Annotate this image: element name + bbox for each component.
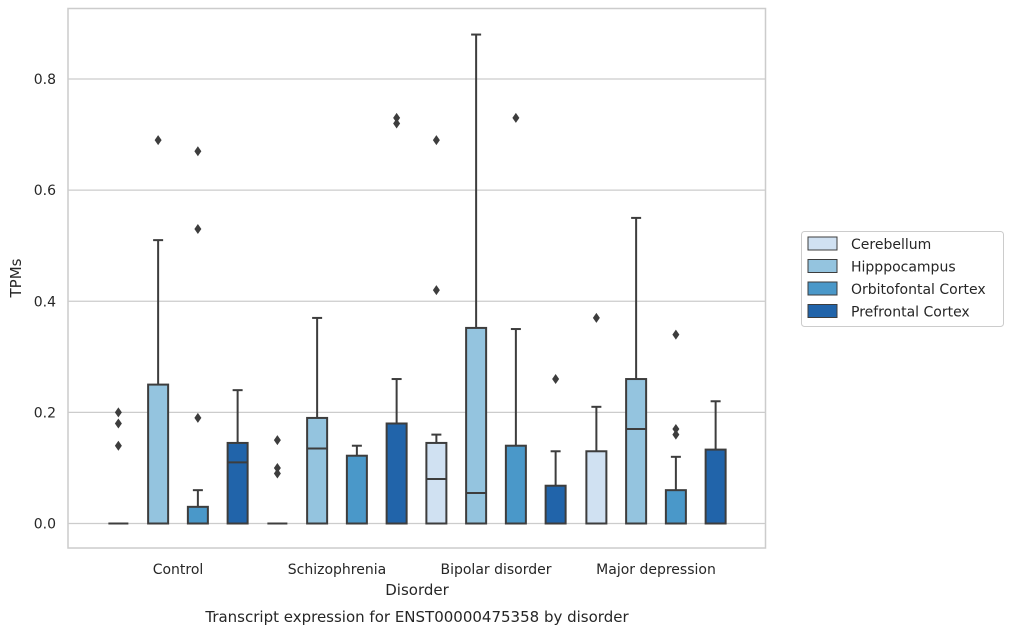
chart-caption: Transcript expression for ENST0000047535…: [204, 608, 629, 626]
box-body: [586, 451, 606, 523]
grid-lines: [68, 79, 766, 524]
outlier: [274, 435, 281, 445]
outlier: [672, 330, 679, 340]
box-body: [546, 486, 566, 524]
box-body: [347, 456, 367, 524]
box: [586, 313, 606, 524]
outlier: [115, 407, 122, 417]
box-body: [426, 443, 446, 524]
box: [706, 401, 726, 523]
box: [626, 218, 646, 524]
box: [546, 374, 566, 523]
outlier: [393, 113, 400, 123]
outlier: [552, 374, 559, 384]
outlier-group: [115, 407, 122, 450]
outlier: [194, 224, 201, 234]
box: [228, 390, 248, 523]
legend-label: Cerebellum: [851, 237, 931, 253]
box: [347, 446, 367, 524]
legend-swatch: [808, 237, 837, 250]
legend-label: Prefrontal Cortex: [851, 305, 970, 321]
outlier: [115, 441, 122, 451]
legend-label: Hipppocampus: [851, 260, 956, 276]
box-body: [188, 507, 208, 524]
outlier: [194, 146, 201, 156]
outlier: [433, 135, 440, 145]
y-tick-label: 0.2: [34, 405, 56, 421]
x-tick-label: Bipolar disorder: [440, 562, 551, 578]
box-body: [228, 443, 248, 524]
box: [148, 135, 168, 523]
x-tick-label: Major depression: [596, 562, 716, 578]
box-body: [466, 328, 486, 524]
box: [506, 113, 526, 524]
legend-swatch: [808, 305, 837, 318]
box-plot-chart: 0.0 0.2 0.4 0.6 0.8 Control Schizophrenia Bipo…: [0, 0, 1014, 634]
y-tick-label: 0.8: [34, 72, 56, 88]
x-tick-label: Schizophrenia: [288, 562, 386, 578]
box-body: [506, 446, 526, 524]
y-axis-ticks: 0.0 0.2 0.4 0.6 0.8: [34, 72, 56, 533]
box-body: [706, 450, 726, 524]
box: [426, 135, 446, 523]
outlier: [672, 424, 679, 434]
box: [666, 330, 686, 524]
y-tick-label: 0.6: [34, 183, 56, 199]
outlier: [155, 135, 162, 145]
outlier: [194, 413, 201, 423]
y-axis-title: TPMs: [7, 258, 25, 298]
x-axis-title: Disorder: [385, 581, 449, 599]
outlier: [593, 313, 600, 323]
box-plot-series: [108, 35, 725, 524]
outlier: [433, 285, 440, 295]
outlier: [512, 113, 519, 123]
box: [466, 35, 486, 524]
plot-frame: [68, 9, 766, 549]
outlier: [115, 418, 122, 428]
y-tick-label: 0.4: [34, 294, 56, 310]
outlier: [274, 463, 281, 473]
x-axis-ticks: Control Schizophrenia Bipolar disorder Majo…: [153, 562, 716, 578]
legend-swatch: [808, 282, 837, 295]
box: [307, 318, 327, 524]
box-body: [626, 379, 646, 523]
legend-swatch: [808, 260, 837, 273]
box-body: [307, 418, 327, 524]
x-tick-label: Control: [153, 562, 204, 578]
box-body: [666, 490, 686, 523]
box: [188, 146, 208, 523]
outlier-group: [393, 113, 400, 129]
legend: Cerebellum Hipppocampus Orbitofontal Corte…: [802, 232, 1004, 327]
box-body: [148, 385, 168, 524]
box: [387, 379, 407, 523]
y-tick-label: 0.0: [34, 517, 56, 533]
outlier-group: [274, 435, 281, 478]
legend-label: Orbitofontal Cortex: [851, 282, 986, 298]
box-body: [387, 423, 407, 523]
